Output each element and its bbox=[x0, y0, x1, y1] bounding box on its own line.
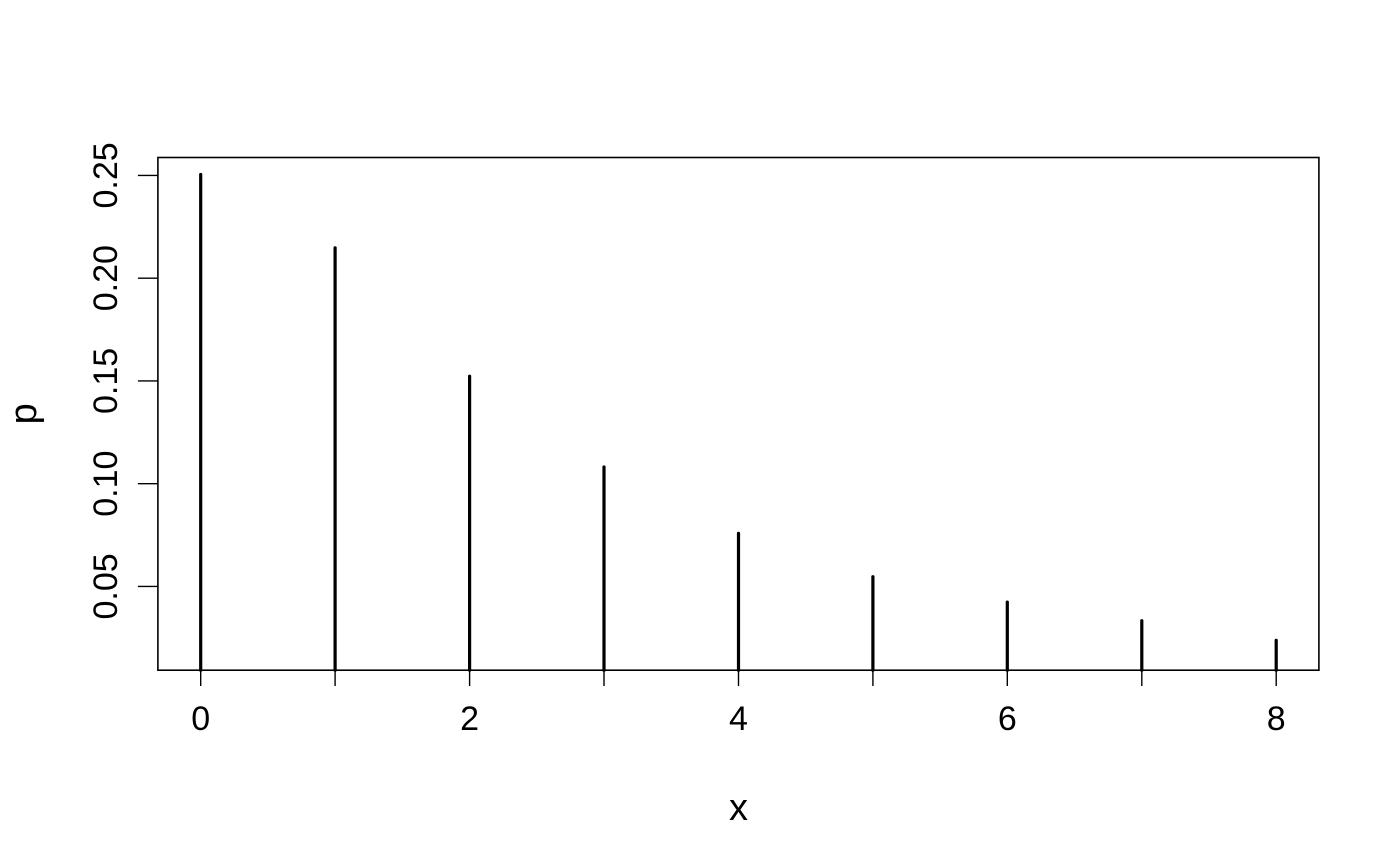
svg-text:0.20: 0.20 bbox=[87, 245, 125, 311]
svg-text:0.15: 0.15 bbox=[87, 348, 125, 414]
svg-text:p: p bbox=[3, 403, 45, 424]
svg-text:0.05: 0.05 bbox=[87, 553, 125, 619]
svg-text:0.10: 0.10 bbox=[87, 451, 125, 517]
svg-text:8: 8 bbox=[1267, 700, 1286, 738]
svg-text:0.25: 0.25 bbox=[87, 142, 125, 208]
svg-text:4: 4 bbox=[729, 700, 748, 738]
svg-text:0: 0 bbox=[191, 700, 210, 738]
svg-text:2: 2 bbox=[460, 700, 479, 738]
svg-text:x: x bbox=[729, 787, 748, 829]
svg-text:6: 6 bbox=[998, 700, 1017, 738]
